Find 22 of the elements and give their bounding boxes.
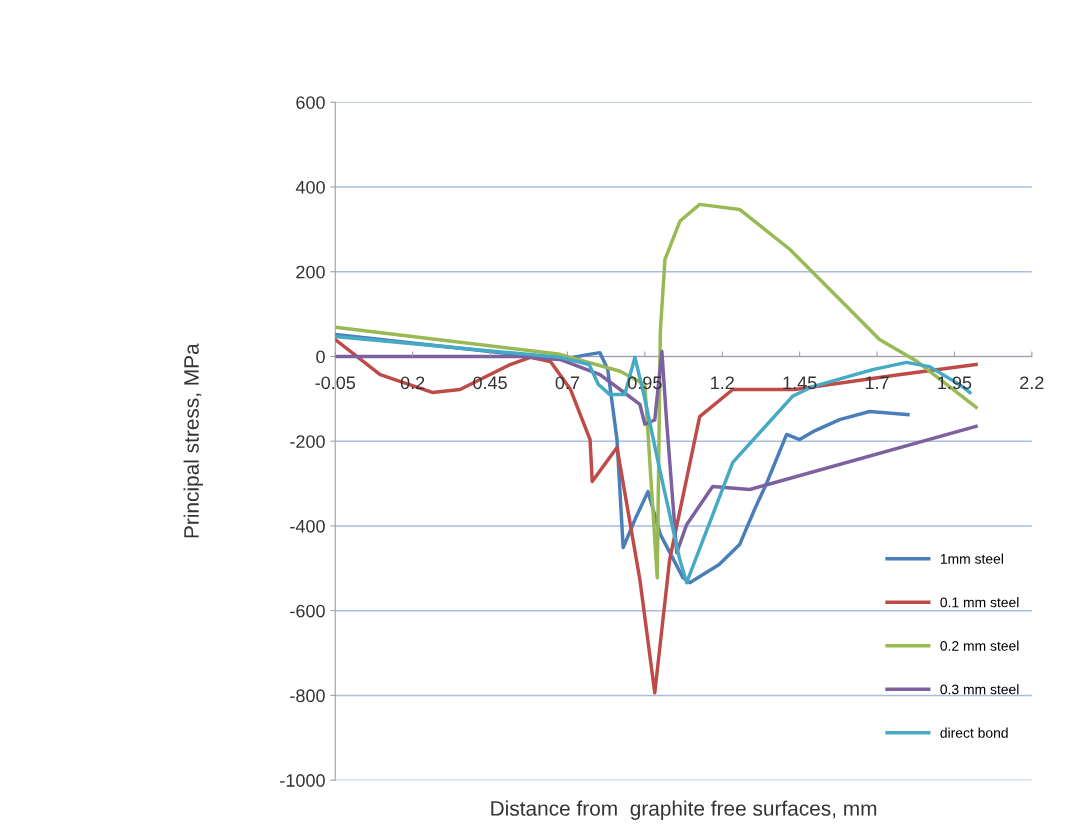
x-tick-label: -0.05 xyxy=(315,376,356,390)
x-tick-label: 1.45 xyxy=(783,376,817,390)
y-tick-label: -400 xyxy=(290,519,325,533)
x-axis-title: Distance from graphite free surfaces, mm xyxy=(491,800,877,820)
y-tick-label: -600 xyxy=(290,604,325,618)
legend-label: 1mm steel xyxy=(940,553,1003,564)
x-tick-label: 1.7 xyxy=(865,376,889,389)
y-tick-label: 0 xyxy=(316,350,325,364)
x-tick-label: 0.45 xyxy=(473,376,507,390)
y-tick-label: -800 xyxy=(290,689,325,703)
legend-label: 0.3 mm steel xyxy=(940,684,1019,695)
y-tick-label: 600 xyxy=(296,96,325,109)
x-tick-label: 1.2 xyxy=(711,376,734,389)
legend-label: direct bond xyxy=(940,727,1008,738)
x-tick-label: 2.2 xyxy=(1020,376,1044,389)
legend-label: 0.1 mm steel xyxy=(940,597,1019,608)
y-axis-title: Principal stress, MPa xyxy=(183,343,203,538)
y-tick-label: 200 xyxy=(296,265,325,279)
y-tick-label: 400 xyxy=(295,180,325,194)
legend-label: 0.2 mm steel xyxy=(940,640,1019,651)
y-tick-label: -200 xyxy=(290,435,325,448)
y-tick-label: -1000 xyxy=(280,774,325,787)
